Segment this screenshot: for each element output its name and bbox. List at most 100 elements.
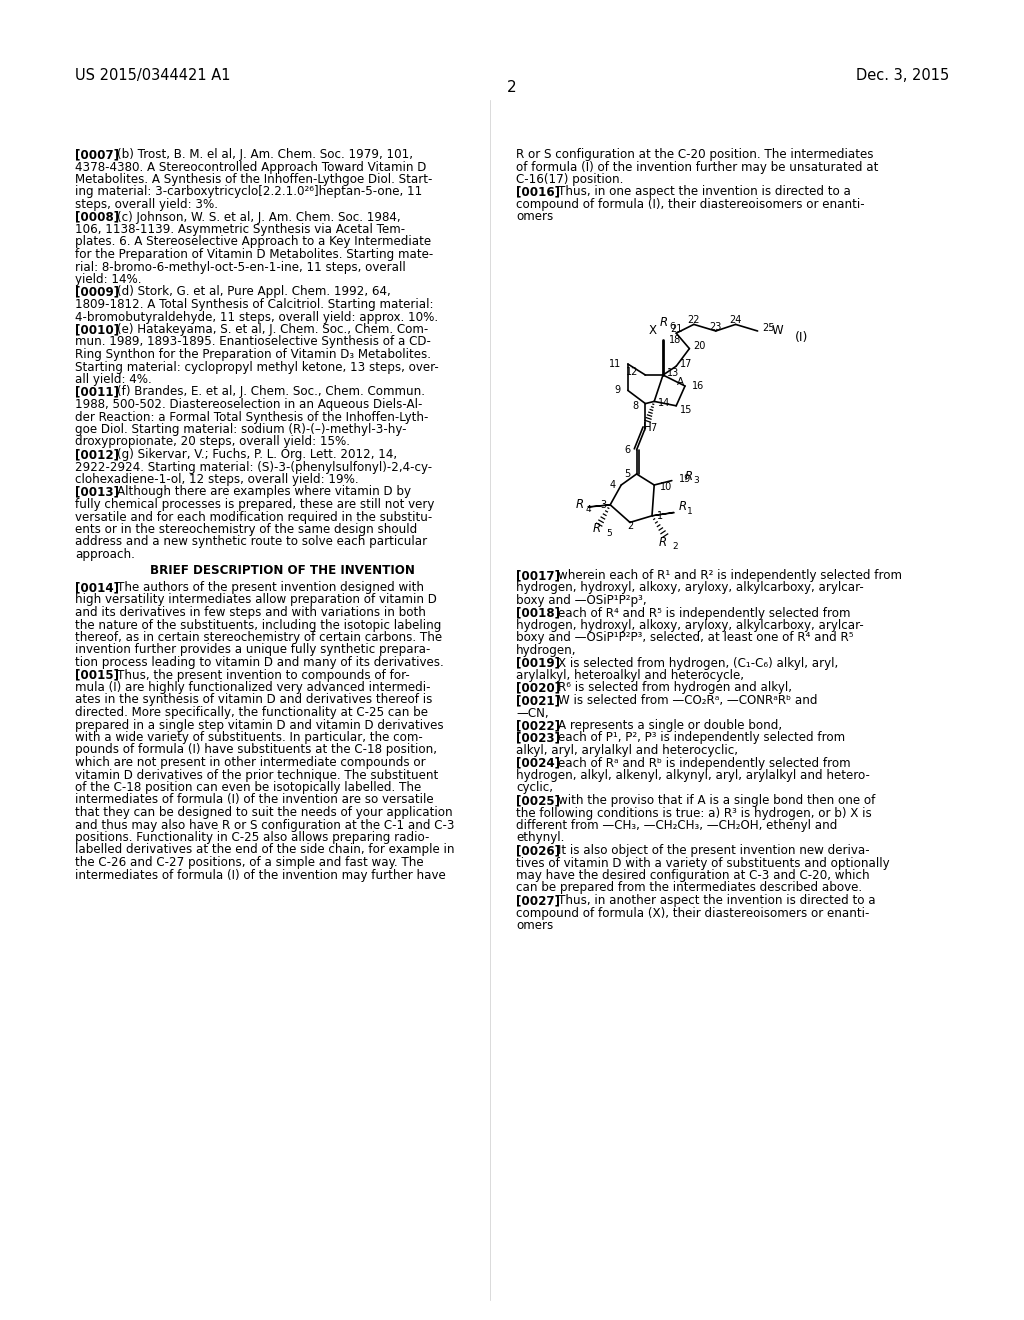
Text: alkyl, aryl, arylalkyl and heterocyclic,: alkyl, aryl, arylalkyl and heterocyclic, bbox=[516, 744, 738, 756]
Text: [0012]: [0012] bbox=[75, 447, 119, 461]
Text: Starting material: cyclopropyl methyl ketone, 13 steps, over-: Starting material: cyclopropyl methyl ke… bbox=[75, 360, 438, 374]
Polygon shape bbox=[652, 512, 674, 516]
Text: goe Diol. Starting material: sodium (R)-(–)-methyl-3-hy-: goe Diol. Starting material: sodium (R)-… bbox=[75, 422, 407, 436]
Text: address and a new synthetic route to solve each particular: address and a new synthetic route to sol… bbox=[75, 536, 427, 549]
Text: that they can be designed to suit the needs of your application: that they can be designed to suit the ne… bbox=[75, 807, 453, 818]
Text: (g) Sikervar, V.; Fuchs, P. L. Org. Lett. 2012, 14,: (g) Sikervar, V.; Fuchs, P. L. Org. Lett… bbox=[117, 447, 397, 461]
Text: [0017]: [0017] bbox=[516, 569, 560, 582]
Text: can be prepared from the intermediates described above.: can be prepared from the intermediates d… bbox=[516, 882, 862, 895]
Text: for the Preparation of Vitamin D Metabolites. Starting mate-: for the Preparation of Vitamin D Metabol… bbox=[75, 248, 433, 261]
Text: invention further provides a unique fully synthetic prepara-: invention further provides a unique full… bbox=[75, 644, 430, 656]
Text: BRIEF DESCRIPTION OF THE INVENTION: BRIEF DESCRIPTION OF THE INVENTION bbox=[151, 565, 415, 578]
Text: 4378-4380. A Stereocontrolled Approach Toward Vitamin D: 4378-4380. A Stereocontrolled Approach T… bbox=[75, 161, 426, 173]
Text: W: W bbox=[772, 325, 783, 338]
Text: of the C-18 position can even be isotopically labelled. The: of the C-18 position can even be isotopi… bbox=[75, 781, 421, 795]
Text: the C-26 and C-27 positions, of a simple and fast way. The: the C-26 and C-27 positions, of a simple… bbox=[75, 855, 424, 869]
Text: (b) Trost, B. M. el al, J. Am. Chem. Soc. 1979, 101,: (b) Trost, B. M. el al, J. Am. Chem. Soc… bbox=[117, 148, 413, 161]
Text: [0009]: [0009] bbox=[75, 285, 119, 298]
Text: the following conditions is true: a) R³ is hydrogen, or b) X is: the following conditions is true: a) R³ … bbox=[516, 807, 871, 820]
Text: [0027]: [0027] bbox=[516, 894, 560, 907]
Text: intermediates of formula (I) of the invention may further have: intermediates of formula (I) of the inve… bbox=[75, 869, 445, 882]
Text: [0022]: [0022] bbox=[516, 719, 560, 733]
Text: (c) Johnson, W. S. et al, J. Am. Chem. Soc. 1984,: (c) Johnson, W. S. et al, J. Am. Chem. S… bbox=[117, 210, 400, 223]
Text: ethynyl.: ethynyl. bbox=[516, 832, 564, 845]
Text: A represents a single or double bond,: A represents a single or double bond, bbox=[558, 719, 782, 733]
Text: R: R bbox=[593, 523, 601, 536]
Text: R: R bbox=[659, 315, 668, 329]
Text: Thus, in one aspect the invention is directed to a: Thus, in one aspect the invention is dir… bbox=[558, 186, 851, 198]
Text: plates. 6. A Stereoselective Approach to a Key Intermediate: plates. 6. A Stereoselective Approach to… bbox=[75, 235, 431, 248]
Text: 5: 5 bbox=[606, 529, 611, 537]
Text: The authors of the present invention designed with: The authors of the present invention des… bbox=[117, 581, 424, 594]
Text: (I): (I) bbox=[795, 331, 808, 345]
Text: 4-bromobutyraldehyde, 11 steps, overall yield: approx. 10%.: 4-bromobutyraldehyde, 11 steps, overall … bbox=[75, 310, 438, 323]
Text: the nature of the substituents, including the isotopic labeling: the nature of the substituents, includin… bbox=[75, 619, 441, 631]
Text: which are not present in other intermediate compounds or: which are not present in other intermedi… bbox=[75, 756, 426, 770]
Text: hydrogen, alkyl, alkenyl, alkynyl, aryl, arylalkyl and hetero-: hydrogen, alkyl, alkenyl, alkynyl, aryl,… bbox=[516, 770, 869, 781]
Text: 2: 2 bbox=[507, 81, 517, 95]
Text: positions. Functionality in C-25 also allows preparing radio-: positions. Functionality in C-25 also al… bbox=[75, 832, 429, 843]
Text: 1: 1 bbox=[657, 511, 664, 521]
Text: 15: 15 bbox=[680, 405, 692, 414]
Text: 17: 17 bbox=[680, 359, 692, 370]
Text: [0014]: [0014] bbox=[75, 581, 119, 594]
Text: [0025]: [0025] bbox=[516, 795, 560, 807]
Text: rial: 8-bromo-6-methyl-oct-5-en-1-ine, 11 steps, overall: rial: 8-bromo-6-methyl-oct-5-en-1-ine, 1… bbox=[75, 260, 406, 273]
Text: different from —CH₃, —CH₂CH₃, —CH₂OH, ethenyl and: different from —CH₃, —CH₂CH₃, —CH₂OH, et… bbox=[516, 818, 838, 832]
Text: W is selected from —CO₂Rᵃ, —CONRᵃRᵇ and: W is selected from —CO₂Rᵃ, —CONRᵃRᵇ and bbox=[558, 694, 817, 708]
Text: 1988, 500-502. Diastereoselection in an Aqueous Diels-Al-: 1988, 500-502. Diastereoselection in an … bbox=[75, 399, 422, 411]
Text: 13: 13 bbox=[667, 368, 679, 378]
Text: may have the desired configuration at C-3 and C-20, which: may have the desired configuration at C-… bbox=[516, 869, 869, 882]
Text: [0015]: [0015] bbox=[75, 668, 119, 681]
Text: Thus, in another aspect the invention is directed to a: Thus, in another aspect the invention is… bbox=[558, 894, 876, 907]
Text: high versatility intermediates allow preparation of vitamin D: high versatility intermediates allow pre… bbox=[75, 594, 437, 606]
Text: [0019]: [0019] bbox=[516, 656, 560, 669]
Text: [0020]: [0020] bbox=[516, 681, 560, 694]
Text: boxy and —OSiP¹P²p³,: boxy and —OSiP¹P²p³, bbox=[516, 594, 646, 607]
Text: (f) Brandes, E. et al, J. Chem. Soc., Chem. Commun.: (f) Brandes, E. et al, J. Chem. Soc., Ch… bbox=[117, 385, 425, 399]
Text: intermediates of formula (I) of the invention are so versatile: intermediates of formula (I) of the inve… bbox=[75, 793, 433, 807]
Text: [0018]: [0018] bbox=[516, 606, 560, 619]
Text: (d) Stork, G. et al, Pure Appl. Chem. 1992, 64,: (d) Stork, G. et al, Pure Appl. Chem. 19… bbox=[117, 285, 391, 298]
Text: [0021]: [0021] bbox=[516, 694, 560, 708]
Polygon shape bbox=[588, 504, 610, 507]
Text: 4: 4 bbox=[609, 480, 615, 490]
Text: 6: 6 bbox=[625, 445, 631, 455]
Text: 2922-2924. Starting material: (S)-3-(phenylsulfonyl)-2,4-cy-: 2922-2924. Starting material: (S)-3-(phe… bbox=[75, 461, 432, 474]
Text: with the proviso that if A is a single bond then one of: with the proviso that if A is a single b… bbox=[558, 795, 876, 807]
Text: compound of formula (I), their diastereoisomers or enanti-: compound of formula (I), their diastereo… bbox=[516, 198, 864, 211]
Text: labelled derivatives at the end of the side chain, for example in: labelled derivatives at the end of the s… bbox=[75, 843, 455, 857]
Text: hydrogen,: hydrogen, bbox=[516, 644, 577, 657]
Text: [0013]: [0013] bbox=[75, 486, 119, 499]
Text: [0016]: [0016] bbox=[516, 186, 560, 198]
Text: X is selected from hydrogen, (C₁-C₆) alkyl, aryl,: X is selected from hydrogen, (C₁-C₆) alk… bbox=[558, 656, 839, 669]
Text: 22: 22 bbox=[687, 315, 700, 326]
Text: of formula (I) of the invention further may be unsaturated at: of formula (I) of the invention further … bbox=[516, 161, 879, 173]
Text: Metabolites. A Synthesis of the Inhoffen-Lythgoe Diol. Start-: Metabolites. A Synthesis of the Inhoffen… bbox=[75, 173, 432, 186]
Text: 6: 6 bbox=[670, 322, 675, 331]
Text: arylalkyl, heteroalkyl and heterocycle,: arylalkyl, heteroalkyl and heterocycle, bbox=[516, 669, 744, 682]
Text: [0024]: [0024] bbox=[516, 756, 560, 770]
Text: mun. 1989, 1893-1895. Enantioselective Synthesis of a CD-: mun. 1989, 1893-1895. Enantioselective S… bbox=[75, 335, 431, 348]
Text: hydrogen, hydroxyl, alkoxy, aryloxy, alkylcarboxy, arylcar-: hydrogen, hydroxyl, alkoxy, aryloxy, alk… bbox=[516, 619, 864, 632]
Text: with a wide variety of substituents. In particular, the com-: with a wide variety of substituents. In … bbox=[75, 731, 423, 744]
Text: hydrogen, hydroxyl, alkoxy, aryloxy, alkylcarboxy, arylcar-: hydrogen, hydroxyl, alkoxy, aryloxy, alk… bbox=[516, 582, 864, 594]
Text: A: A bbox=[677, 376, 684, 387]
Text: [0026]: [0026] bbox=[516, 843, 560, 857]
Text: Thus, the present invention to compounds of for-: Thus, the present invention to compounds… bbox=[117, 668, 410, 681]
Text: ing material: 3-carboxytricyclo[2.2.1.0²⁶]heptan-5-one, 11: ing material: 3-carboxytricyclo[2.2.1.0²… bbox=[75, 186, 422, 198]
Text: mula (I) are highly functionalized very advanced intermedi-: mula (I) are highly functionalized very … bbox=[75, 681, 430, 694]
Text: steps, overall yield: 3%.: steps, overall yield: 3%. bbox=[75, 198, 218, 211]
Text: It is also object of the present invention new deriva-: It is also object of the present inventi… bbox=[558, 843, 869, 857]
Text: 10: 10 bbox=[660, 482, 673, 492]
Text: R or S configuration at the C-20 position. The intermediates: R or S configuration at the C-20 positio… bbox=[516, 148, 873, 161]
Text: each of Rᵃ and Rᵇ is independently selected from: each of Rᵃ and Rᵇ is independently selec… bbox=[558, 756, 851, 770]
Text: 2: 2 bbox=[672, 543, 678, 550]
Text: Although there are examples where vitamin D by: Although there are examples where vitami… bbox=[117, 486, 411, 499]
Text: thereof, as in certain stereochemistry of certain carbons. The: thereof, as in certain stereochemistry o… bbox=[75, 631, 442, 644]
Text: R⁶ is selected from hydrogen and alkyl,: R⁶ is selected from hydrogen and alkyl, bbox=[558, 681, 792, 694]
Text: Dec. 3, 2015: Dec. 3, 2015 bbox=[856, 69, 949, 83]
Text: cyclic,: cyclic, bbox=[516, 781, 553, 795]
Text: compound of formula (X), their diastereoisomers or enanti-: compound of formula (X), their diastereo… bbox=[516, 907, 869, 920]
Text: fully chemical processes is prepared, these are still not very: fully chemical processes is prepared, th… bbox=[75, 498, 434, 511]
